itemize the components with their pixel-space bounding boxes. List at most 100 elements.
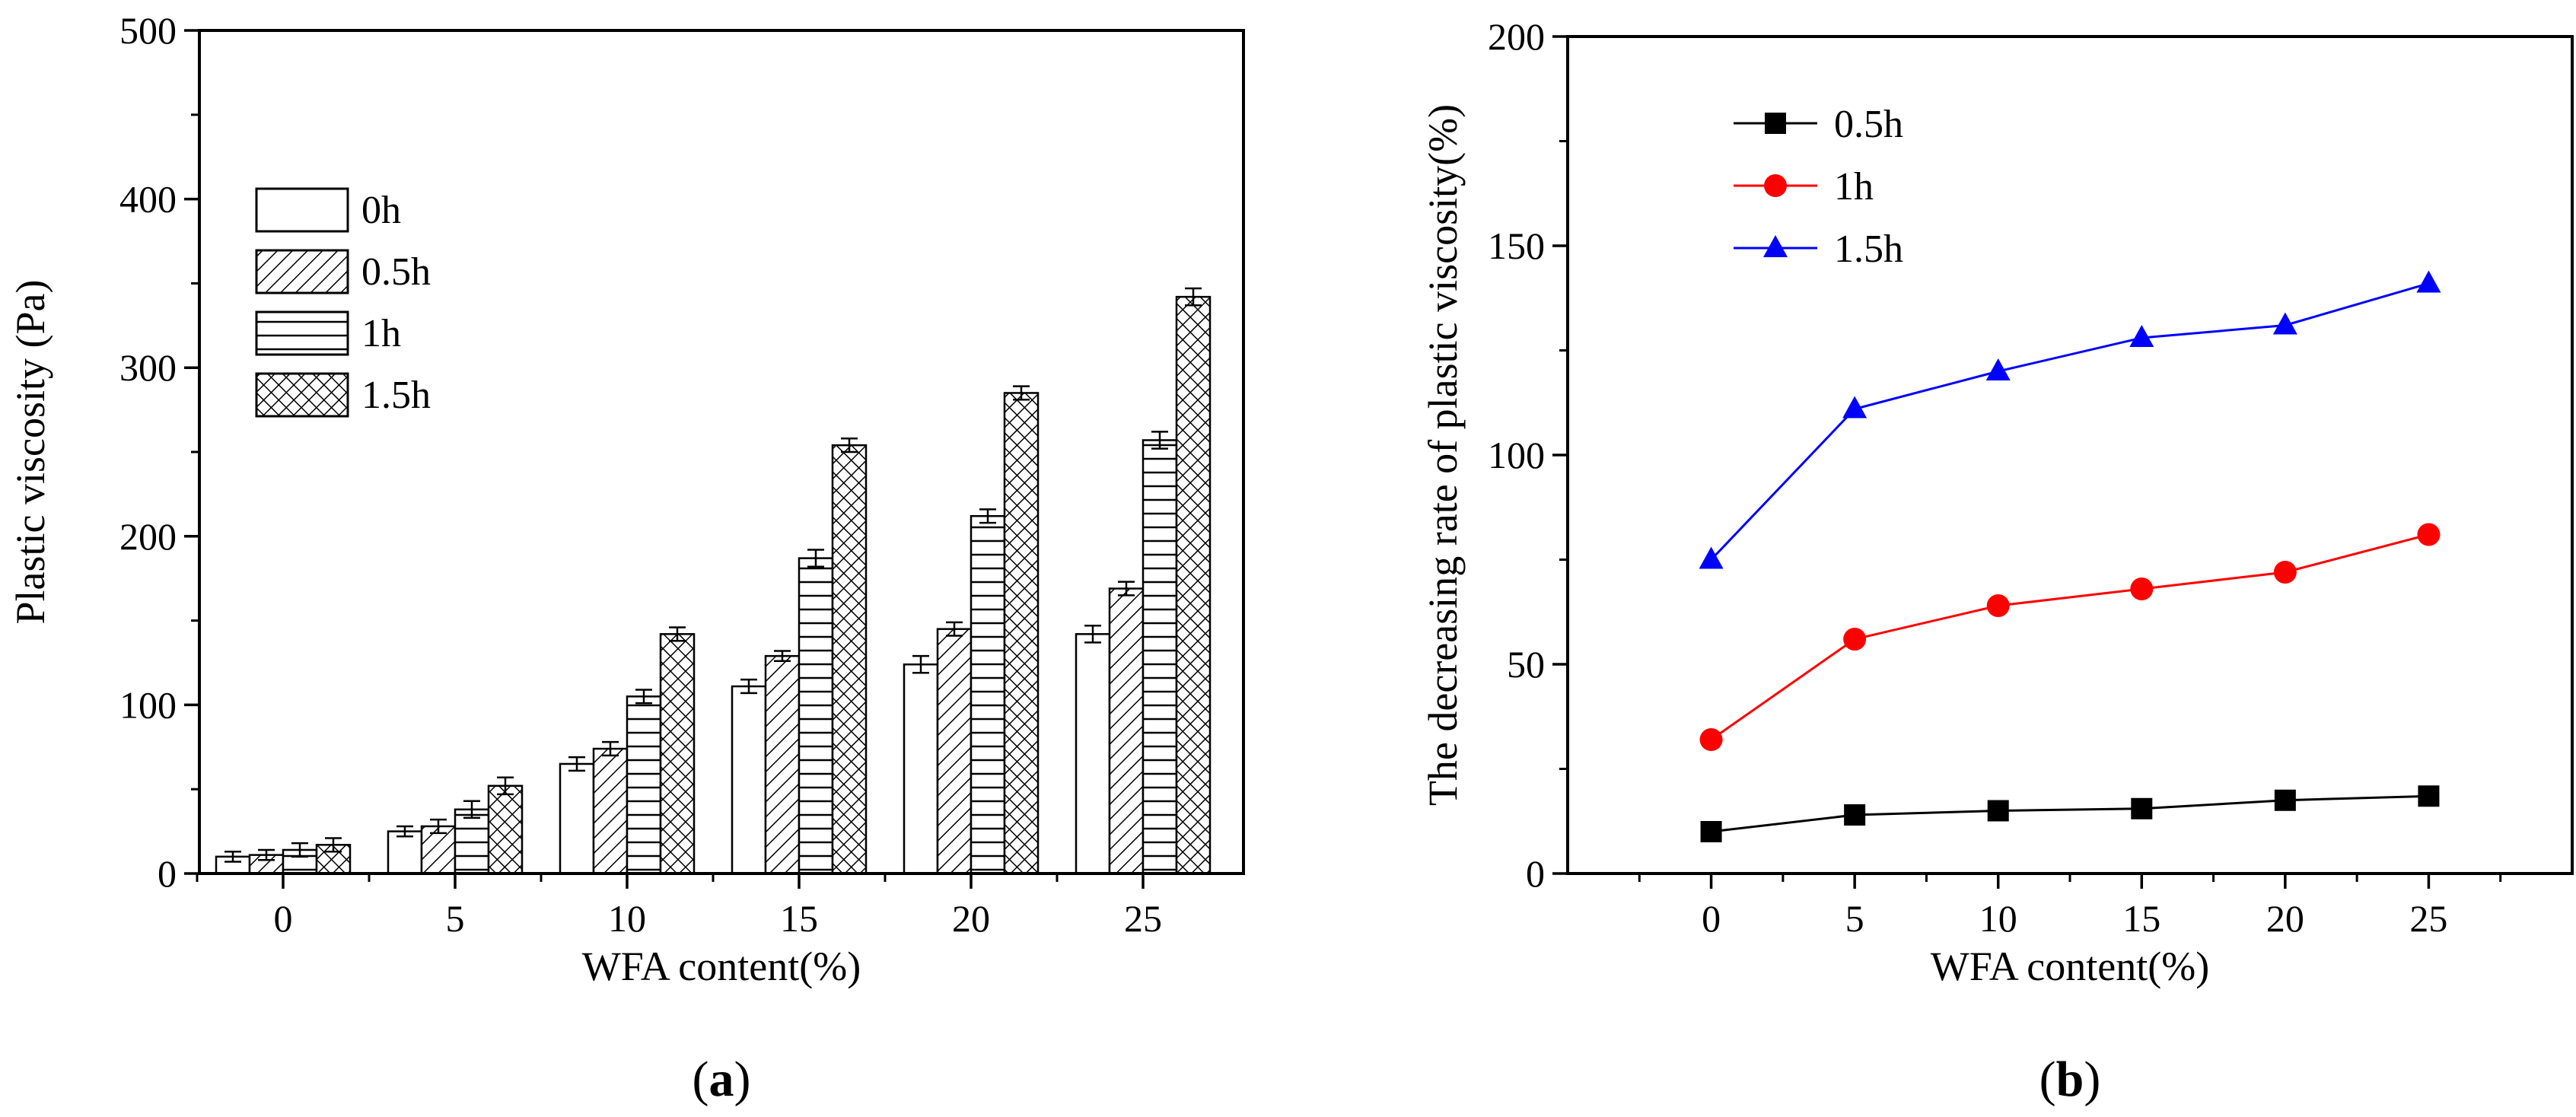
error-bar-0-5h-5 [430, 818, 447, 835]
y-tick-label-200: 200 [1488, 15, 1545, 58]
marker-1-5h-5 [1842, 396, 1868, 418]
marker-1h-0 [1699, 728, 1723, 751]
y-tick-label-0: 0 [158, 852, 177, 895]
error-bar-1-5h-0 [325, 837, 342, 853]
panel-a-label: (a) [693, 1052, 751, 1107]
panel-b-markers [1699, 270, 2441, 842]
error-bar-1-5h-10 [669, 626, 686, 642]
y-tick-label-400: 400 [119, 178, 177, 221]
bar-1h-15 [798, 557, 834, 875]
legend-marker-1-5h [1763, 235, 1788, 257]
marker-0-5h-15 [2131, 797, 2153, 819]
panel-a-label-letter: a [709, 1052, 734, 1107]
bar-0-5h-20 [936, 628, 973, 875]
x-tick-label-5: 5 [446, 897, 465, 940]
bar-1h-5 [454, 808, 490, 875]
legend-label-1h: 1h [1834, 165, 1874, 208]
bar-1-5h-15 [831, 444, 868, 875]
panel-b-x-axis-title: WFA content(%) [1931, 944, 2209, 989]
x-tick-label-10: 10 [1979, 897, 2017, 940]
x-tick-label-20: 20 [2266, 897, 2304, 940]
panel-b-legend: 0.5h 1h 1.5h [1734, 103, 1903, 271]
error-bar-1h-5 [463, 800, 480, 819]
x-tick-label-10: 10 [608, 897, 646, 940]
line-0-5h [1711, 794, 2429, 833]
legend-label-1-5h: 1.5h [361, 374, 431, 417]
marker-1h-15 [2130, 578, 2154, 600]
panel-a-y-axis-title: Plastic viscosity (Pa) [8, 280, 53, 625]
legend-label-1h: 1h [361, 312, 401, 355]
legend-label-0-5h: 0.5h [361, 250, 431, 294]
error-bar-0h-5 [396, 825, 413, 838]
error-bar-1h-25 [1151, 431, 1168, 450]
error-bar-0h-0 [224, 850, 241, 863]
bar-0h-20 [903, 663, 939, 875]
line-1-5h [1710, 282, 2429, 561]
error-bar-0-5h-25 [1118, 581, 1135, 597]
panel-a-legend: 0h 0.5h 1h 1.5h [255, 187, 431, 418]
y-tick-label-100: 100 [1488, 434, 1545, 476]
bar-1h-25 [1142, 439, 1178, 875]
bar-0-5h-10 [592, 747, 629, 875]
bar-0h-25 [1075, 633, 1111, 875]
x-tick-label-15: 15 [780, 897, 818, 940]
bar-1h-10 [626, 695, 662, 875]
marker-0-5h-5 [1844, 804, 1866, 826]
panel-b-label-open: ( [2039, 1052, 2056, 1107]
error-bar-1h-15 [807, 549, 824, 568]
panel-b-label-letter: b [2056, 1052, 2084, 1107]
x-tick-label-5: 5 [1845, 897, 1864, 940]
marker-1h-25 [2417, 523, 2441, 546]
x-tick-label-0: 0 [1702, 897, 1721, 940]
panel-a-x-axis-title: WFA content(%) [582, 944, 861, 989]
bar-0-5h-15 [764, 654, 801, 875]
panel-b-y-axis-title: The decreasing rate of plastic viscosity… [1420, 104, 1466, 806]
x-tick-label-25: 25 [2409, 897, 2447, 940]
legend-swatch-0h [255, 187, 349, 233]
y-tick-label-0: 0 [1526, 852, 1545, 895]
panel-b-label: (b) [2039, 1052, 2101, 1107]
marker-1h-10 [1986, 594, 2010, 617]
error-bar-0h-10 [568, 756, 585, 772]
error-bar-1-5h-25 [1185, 287, 1202, 307]
marker-0-5h-25 [2418, 785, 2440, 807]
error-bar-1-5h-20 [1013, 385, 1030, 401]
marker-0-5h-0 [1700, 821, 1722, 842]
panel-a-bars [215, 295, 1212, 875]
panel-b-label-close: ) [2084, 1052, 2100, 1107]
marker-0-5h-20 [2274, 789, 2296, 811]
bar-1-5h-5 [487, 784, 524, 875]
error-bar-1h-10 [635, 689, 652, 705]
marker-1-5h-15 [2129, 325, 2154, 347]
marker-1h-20 [2273, 561, 2297, 584]
legend-label-0-5h: 0.5h [1834, 103, 1903, 146]
x-tick-label-20: 20 [952, 897, 990, 940]
y-tick-label-50: 50 [1507, 643, 1545, 686]
marker-1-5h-20 [2272, 312, 2297, 335]
bar-1-5h-10 [659, 633, 696, 875]
error-bar-1h-20 [979, 508, 996, 524]
legend-marker-0-5h [1765, 113, 1786, 134]
panel-a-label-close: ) [734, 1052, 751, 1107]
marker-0-5h-10 [1987, 800, 2009, 822]
error-bar-0h-25 [1084, 624, 1101, 644]
panel-b-y-ticks: 0 50 100 150 200 [1488, 15, 1568, 895]
panel-a-error-bars [224, 287, 1202, 863]
marker-1-5h-25 [2416, 270, 2441, 293]
legend-swatch-0-5h [255, 249, 349, 294]
bar-0h-10 [559, 762, 595, 875]
error-bar-0-5h-0 [258, 848, 275, 861]
bar-0h-5 [387, 830, 423, 875]
marker-1h-5 [1843, 628, 1867, 651]
legend-swatch-1h [255, 310, 349, 356]
bar-0-5h-25 [1108, 587, 1145, 875]
legend-marker-1h [1764, 174, 1787, 197]
y-tick-label-150: 150 [1488, 224, 1545, 267]
x-tick-label-25: 25 [1124, 897, 1162, 940]
legend-label-1-5h: 1.5h [1834, 228, 1903, 271]
bar-1h-20 [970, 514, 1006, 875]
error-bar-1h-0 [291, 842, 308, 858]
panel-a-y-ticks: 0 100 200 300 400 500 [119, 9, 199, 895]
error-bar-0h-20 [912, 654, 929, 674]
